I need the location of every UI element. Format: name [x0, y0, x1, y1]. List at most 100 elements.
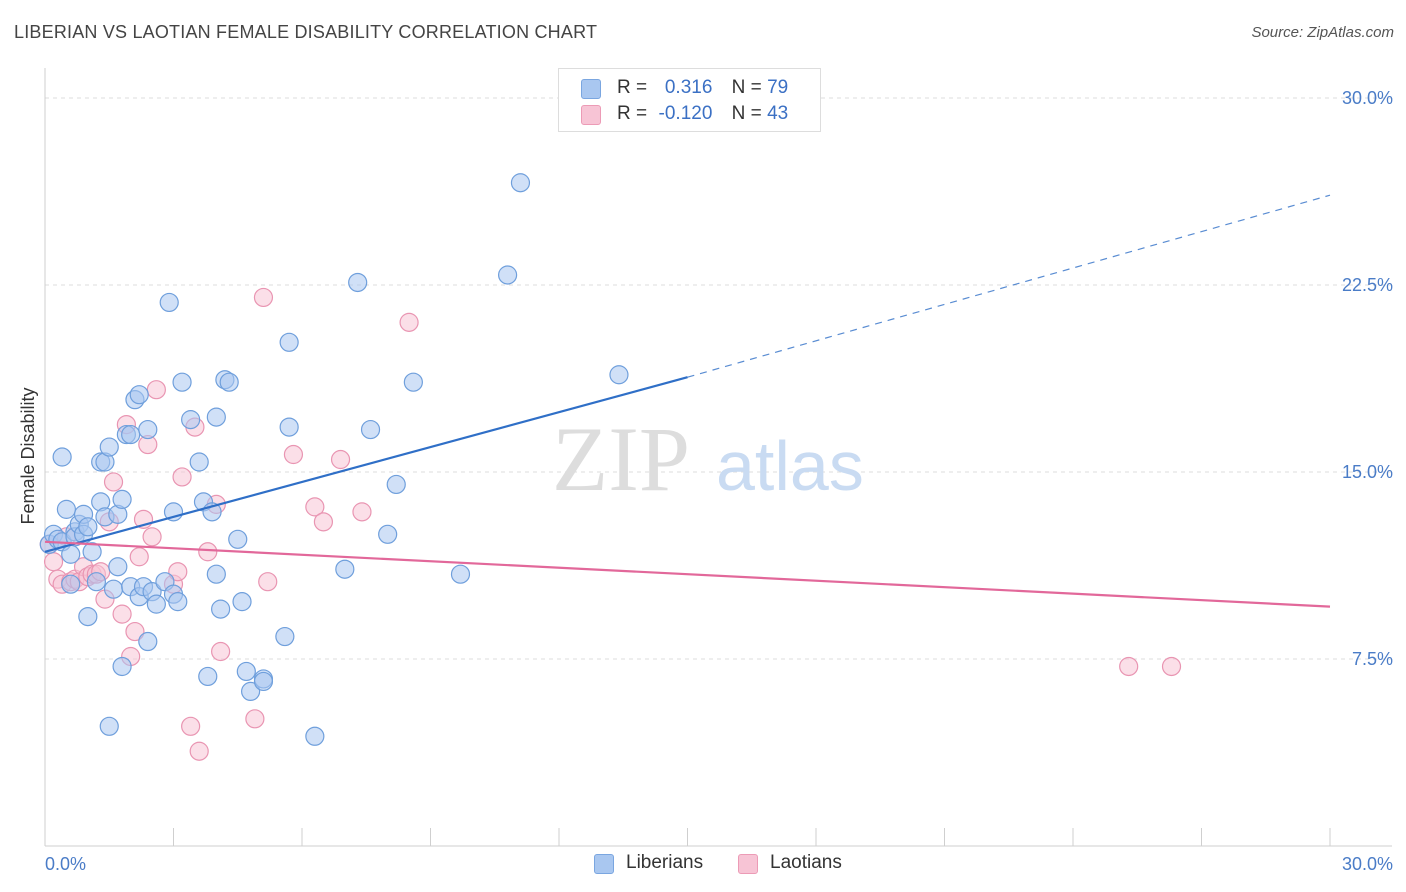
data-point: [129, 547, 149, 567]
data-point: [189, 452, 209, 472]
data-point: [112, 489, 132, 510]
bottom-legend-label: Liberians: [626, 852, 704, 873]
data-point: [348, 272, 368, 293]
y-axis-label: Female Disability: [18, 387, 38, 524]
trend-line: [44, 376, 688, 553]
data-point: [378, 524, 398, 544]
data-point: [279, 417, 299, 437]
data-point: [56, 499, 77, 519]
data-point: [129, 385, 149, 405]
data-point: [138, 419, 158, 440]
data-point: [112, 604, 132, 624]
bottom-legend-swatch-laotians: [738, 854, 758, 874]
legend-r-label: R =: [617, 77, 648, 98]
source-credit: Source: ZipAtlas.com: [1251, 24, 1394, 41]
data-point: [189, 741, 209, 761]
data-point: [228, 529, 248, 549]
data-point: [86, 572, 107, 592]
x-tick-label: 30.0%: [1342, 854, 1393, 874]
data-point: [78, 517, 98, 537]
legend-text: R = 0.316 N = 79: [617, 77, 788, 99]
data-point: [211, 641, 231, 662]
legend-n-value: 43: [767, 103, 789, 124]
data-point: [121, 424, 141, 445]
data-point: [305, 726, 325, 746]
data-point: [172, 467, 192, 487]
data-point: [403, 372, 423, 392]
trend-line-extension: [687, 194, 1331, 378]
data-point: [103, 472, 124, 492]
legend-n-label: N =: [731, 77, 762, 98]
data-point: [450, 564, 471, 584]
y-tick-label: 30.0%: [1342, 88, 1393, 108]
chart-title: LIBERIAN VS LAOTIAN FEMALE DISABILITY CO…: [14, 22, 598, 42]
data-point: [198, 542, 218, 562]
x-tick-label: 0.0%: [45, 854, 86, 874]
watermark: ZIP atlas: [552, 408, 864, 510]
data-point: [352, 502, 372, 522]
data-point: [335, 559, 355, 579]
data-point: [52, 447, 72, 467]
data-point: [112, 656, 132, 677]
data-point: [99, 437, 119, 457]
legend-swatch-liberians: [581, 79, 601, 99]
watermark-atlas: atlas: [716, 427, 864, 505]
data-point: [125, 621, 145, 642]
data-point: [330, 449, 351, 470]
data-point: [146, 594, 166, 614]
data-point: [82, 542, 102, 562]
data-point: [313, 512, 334, 532]
data-point: [168, 592, 188, 612]
data-point: [159, 292, 179, 313]
data-point: [399, 312, 419, 332]
data-point: [245, 709, 265, 729]
bottom-legend-swatch-liberians: [594, 854, 614, 874]
data-point: [275, 626, 295, 647]
data-point: [108, 557, 128, 577]
data-point: [283, 444, 304, 465]
data-point: [279, 332, 299, 352]
y-tick-label: 22.5%: [1342, 275, 1393, 295]
data-point: [146, 380, 166, 400]
data-point: [386, 474, 406, 495]
legend-r-label: R =: [617, 103, 648, 124]
series-liberians: [39, 173, 629, 746]
data-point: [206, 407, 226, 427]
data-point: [61, 544, 81, 564]
data-point: [172, 372, 192, 392]
data-point: [219, 372, 239, 392]
data-point: [211, 599, 231, 619]
data-point: [253, 287, 274, 308]
data-point: [99, 716, 119, 736]
data-point: [258, 572, 278, 592]
data-point: [103, 579, 124, 599]
tick-labels: 7.5% 15.0% 22.5% 30.0% 0.0% 30.0%: [45, 88, 1393, 874]
data-point: [78, 606, 98, 627]
data-point: [1119, 656, 1139, 677]
legend-swatch-laotians: [581, 105, 601, 125]
data-point: [305, 497, 325, 517]
legend-n-value: 79: [767, 77, 789, 98]
data-point: [360, 419, 381, 440]
data-point: [510, 173, 531, 193]
series-laotians: [39, 287, 1182, 761]
data-point: [609, 365, 629, 385]
data-point: [236, 661, 256, 682]
axes: [44, 68, 1392, 847]
data-point: [61, 574, 81, 594]
data-point: [181, 410, 201, 430]
data-point: [1161, 656, 1182, 677]
data-point: [168, 562, 188, 582]
data-point: [43, 552, 64, 572]
legend-text: R = -0.120 N = 43: [617, 103, 788, 125]
data-point: [241, 681, 261, 702]
data-point: [232, 592, 252, 612]
data-point: [181, 716, 201, 736]
data-point: [138, 631, 158, 652]
data-point: [198, 666, 218, 687]
y-tick-label: 15.0%: [1342, 462, 1393, 482]
data-point: [253, 671, 274, 692]
legend-r-value: 0.316: [664, 77, 713, 98]
bottom-legend-label: Laotians: [770, 852, 842, 873]
